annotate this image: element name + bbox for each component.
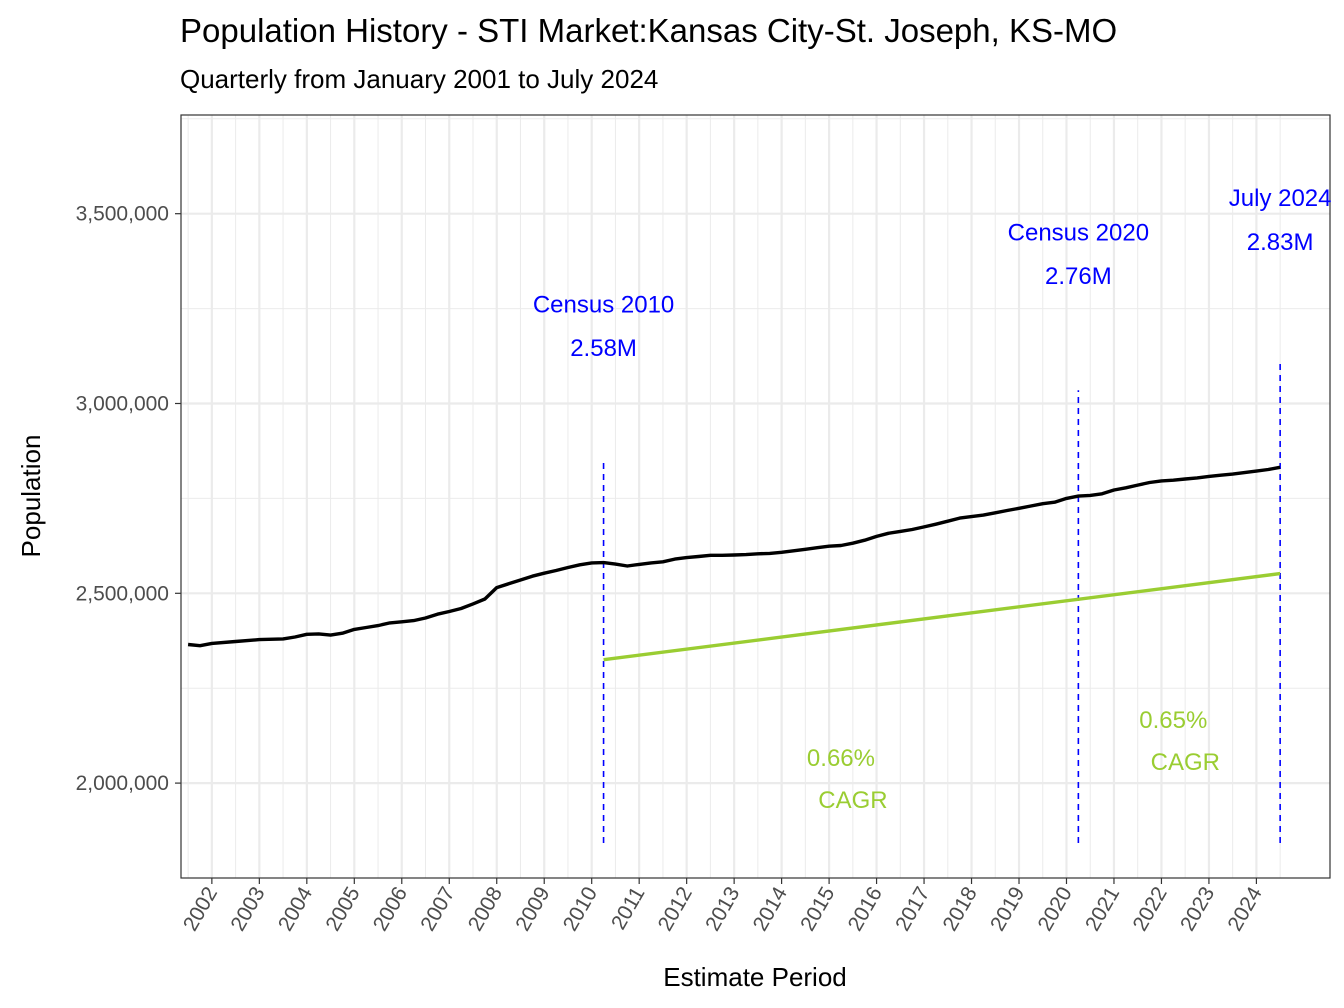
- annotation-value: 2.76M: [1045, 263, 1112, 290]
- population-line: [187, 465, 1281, 648]
- x-tick-label: 2014: [749, 883, 792, 935]
- cagr-value: 0.65%: [1139, 707, 1207, 734]
- y-tick-label: 2,000,000: [76, 772, 169, 795]
- series-lines: [187, 465, 1281, 662]
- x-tick-label: 2015: [796, 883, 839, 935]
- x-tick-label: 2010: [559, 883, 602, 935]
- cagr-annotations: 0.66% CAGR 0.65% CAGR: [807, 707, 1220, 814]
- annotation-label: Census 2010: [533, 291, 674, 318]
- plot-panel-border: [180, 114, 1331, 879]
- x-tick-label: 2016: [844, 883, 887, 935]
- x-tick-label: 2003: [226, 883, 269, 935]
- annotation-label: July 2024: [1229, 185, 1332, 212]
- y-tick-label: 3,500,000: [76, 203, 169, 226]
- x-tick-label: 2018: [939, 883, 982, 935]
- x-tick-label: 2021: [1081, 883, 1124, 935]
- x-tick-label: 2020: [1034, 883, 1077, 935]
- x-tick-label: 2006: [369, 883, 412, 935]
- annotation-label: Census 2020: [1008, 219, 1149, 246]
- marker-annotations: Census 2010 2.58M Census 2020 2.76M July 202…: [533, 185, 1332, 362]
- chart-title: Population History - STI Market:Kansas C…: [180, 12, 1118, 49]
- cagr-label: CAGR: [818, 787, 887, 814]
- x-tick-label: 2004: [274, 883, 317, 935]
- x-axis: 2002 2003 2004 2005 2006 2007 2008 2009 2010 2011…: [179, 878, 1267, 935]
- x-tick-label: 2008: [464, 883, 507, 935]
- marker-vertical-lines: [602, 359, 1281, 843]
- x-tick-label: 2011: [607, 883, 650, 934]
- x-axis-title: Estimate Period: [663, 962, 847, 992]
- y-tick-label: 3,000,000: [76, 392, 169, 415]
- y-axis-title: Population: [16, 435, 46, 558]
- x-tick-label: 2013: [701, 883, 744, 935]
- major-gridlines: [181, 115, 1330, 878]
- x-tick-label: 2012: [654, 883, 697, 935]
- x-tick-label: 2022: [1129, 883, 1172, 935]
- x-tick-label: 2007: [416, 883, 459, 935]
- x-tick-label: 2009: [511, 883, 554, 935]
- y-axis: 2,000,000 2,500,000 3,000,000 3,500,000: [76, 203, 181, 795]
- chart-subtitle: Quarterly from January 2001 to July 2024: [180, 64, 659, 94]
- x-tick-label: 2005: [321, 883, 364, 935]
- y-tick-label: 2,500,000: [76, 582, 169, 605]
- plot-panel-background: [181, 115, 1330, 878]
- x-tick-label: 2024: [1223, 883, 1266, 935]
- cagr-value: 0.66%: [807, 745, 875, 772]
- x-tick-label: 2017: [891, 883, 934, 935]
- x-tick-label: 2023: [1176, 883, 1219, 935]
- cagr-label: CAGR: [1151, 749, 1220, 776]
- x-tick-label: 2002: [179, 883, 222, 935]
- x-tick-label: 2019: [986, 883, 1029, 935]
- annotation-value: 2.58M: [570, 335, 637, 362]
- annotation-value: 2.83M: [1247, 229, 1314, 256]
- cagr-trend-line: [603, 571, 1281, 662]
